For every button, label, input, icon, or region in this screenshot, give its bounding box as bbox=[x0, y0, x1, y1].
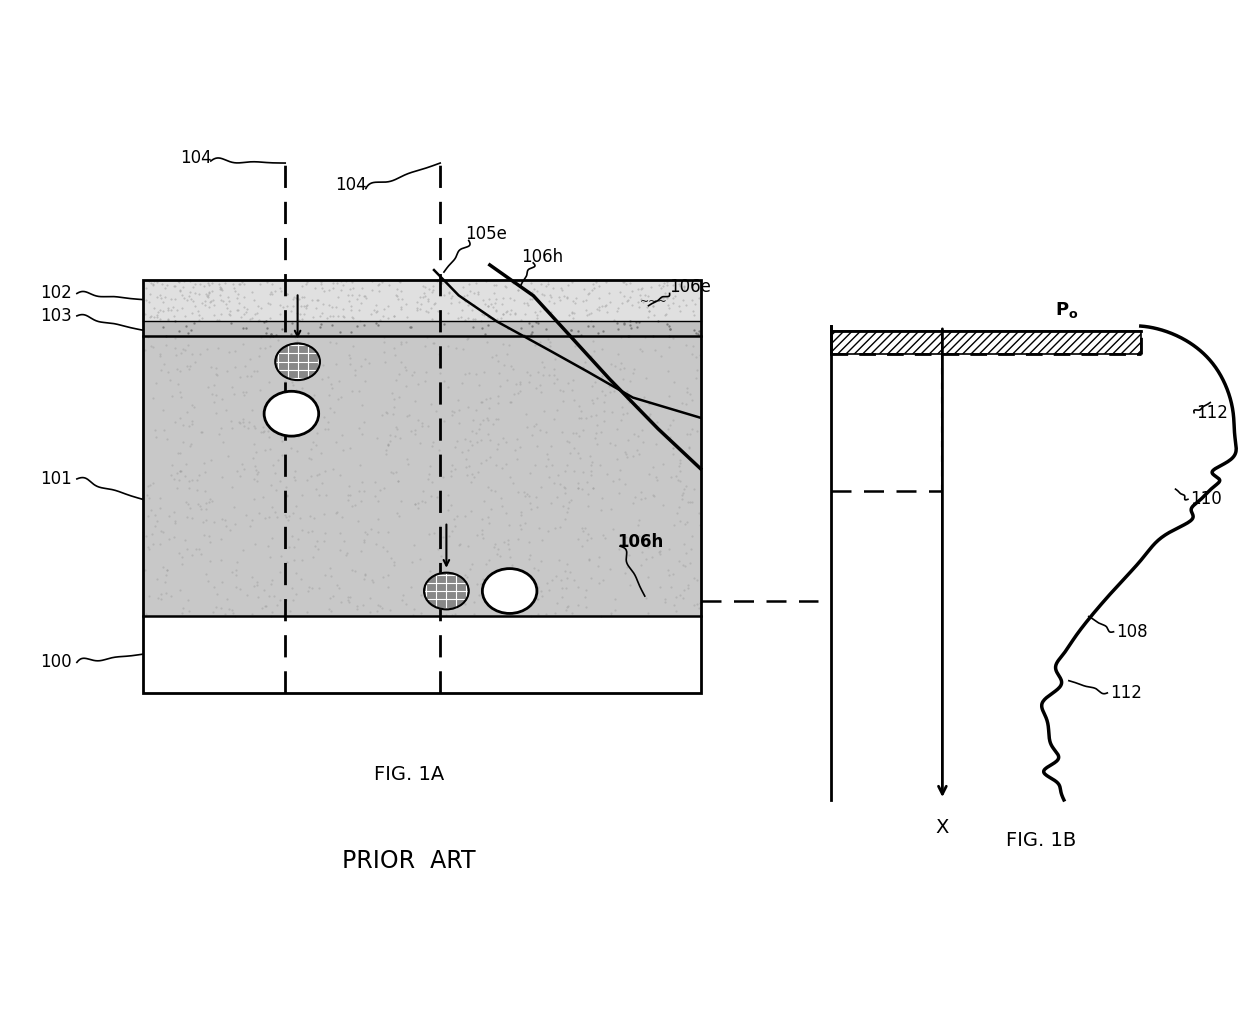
Circle shape bbox=[482, 569, 537, 613]
Circle shape bbox=[264, 391, 319, 436]
Text: 104: 104 bbox=[180, 149, 212, 167]
Text: X: X bbox=[936, 818, 949, 838]
Text: 112: 112 bbox=[1197, 404, 1229, 422]
Text: 104: 104 bbox=[335, 176, 367, 195]
Text: 112: 112 bbox=[1110, 684, 1142, 702]
Text: 106h: 106h bbox=[618, 533, 663, 551]
Text: 101: 101 bbox=[40, 470, 72, 488]
Text: $\mathbf{P_o}$: $\mathbf{P_o}$ bbox=[1055, 300, 1078, 320]
Text: PRIOR  ART: PRIOR ART bbox=[342, 849, 476, 873]
Text: FIG. 1A: FIG. 1A bbox=[374, 765, 444, 784]
Bar bbox=[143, 321, 701, 336]
Text: ~~~: ~~~ bbox=[640, 297, 667, 307]
Bar bbox=[143, 280, 701, 321]
Circle shape bbox=[275, 343, 320, 380]
Text: 100: 100 bbox=[40, 653, 72, 672]
Circle shape bbox=[424, 573, 469, 609]
Text: 105e: 105e bbox=[465, 225, 507, 244]
Bar bbox=[143, 280, 701, 693]
Text: 106e: 106e bbox=[670, 278, 712, 297]
Bar bbox=[143, 616, 701, 693]
Bar bbox=[831, 331, 1141, 354]
Text: FIG. 1B: FIG. 1B bbox=[1007, 832, 1076, 850]
Text: 110: 110 bbox=[1190, 490, 1223, 508]
Text: 106h: 106h bbox=[521, 248, 563, 266]
Text: 102: 102 bbox=[40, 284, 72, 303]
Text: 103: 103 bbox=[40, 307, 72, 325]
Bar bbox=[143, 336, 701, 616]
Text: 108: 108 bbox=[1116, 623, 1148, 641]
